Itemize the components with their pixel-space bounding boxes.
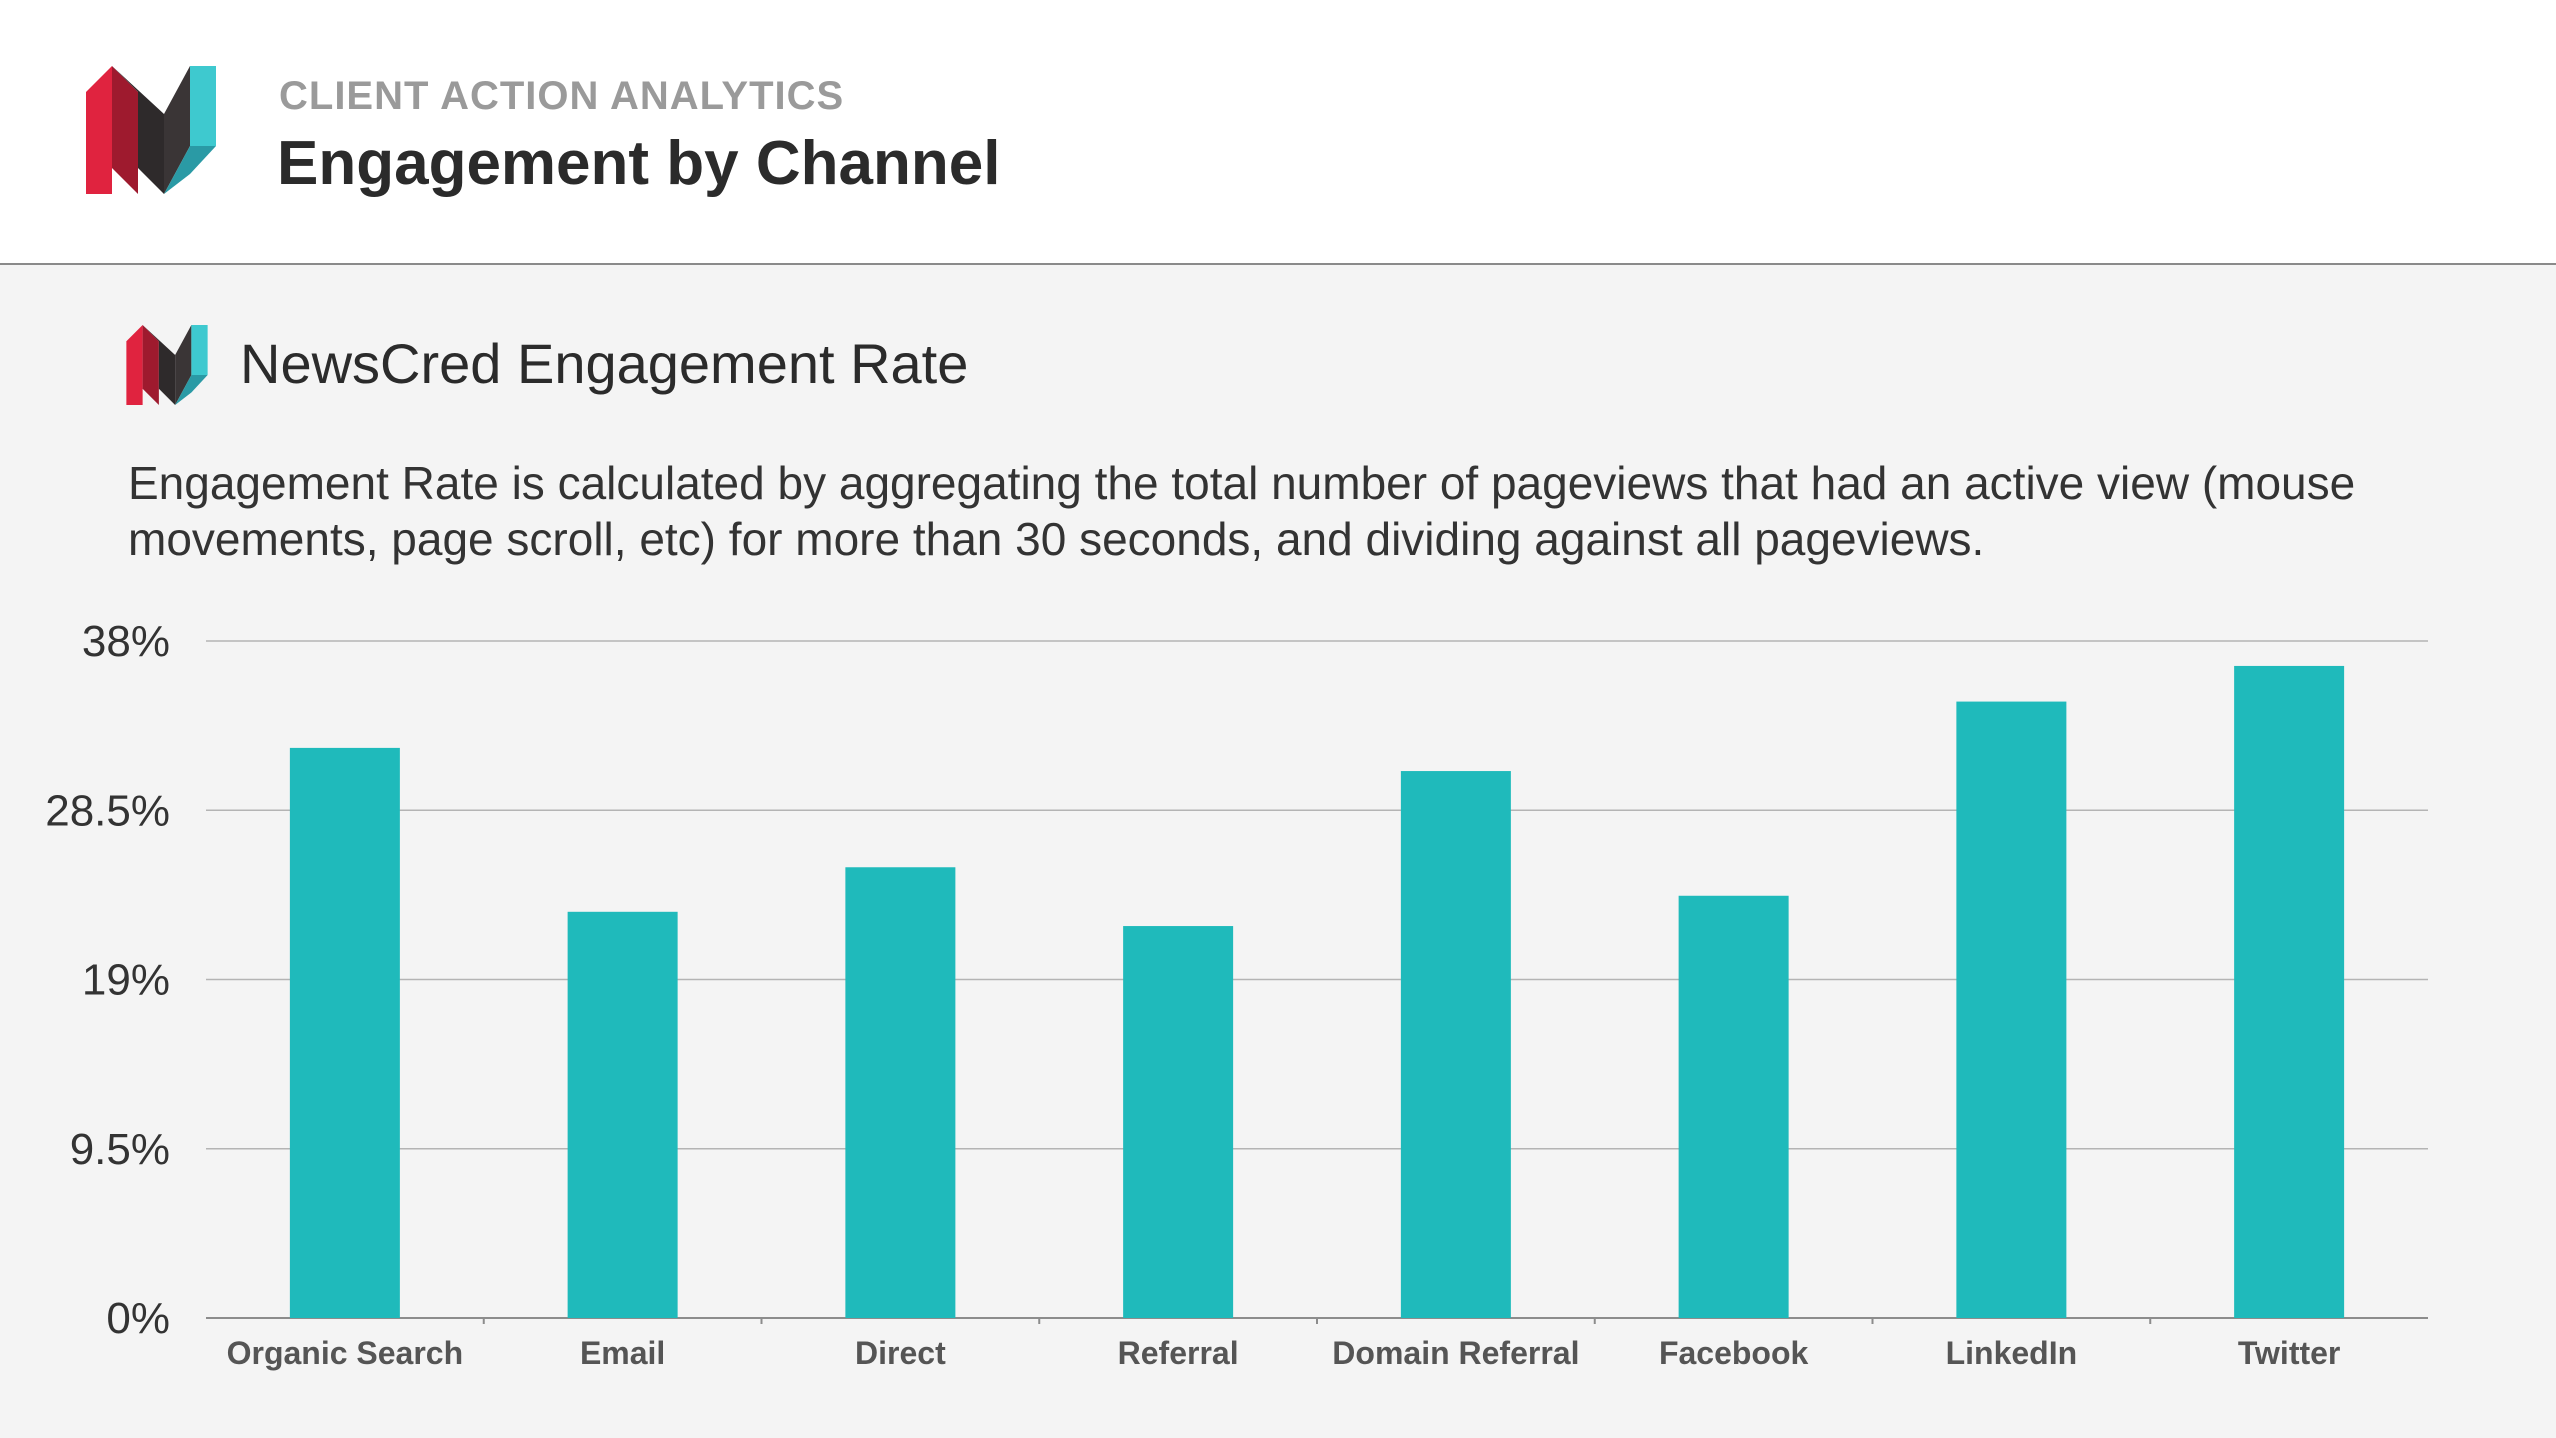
- x-tick-label: Domain Referral: [1332, 1335, 1579, 1371]
- y-tick-label: 38%: [82, 617, 170, 666]
- bar-domain-referral: [1400, 771, 1511, 1318]
- y-tick-label: 9.5%: [70, 1125, 170, 1174]
- chart-panel: NewsCred Engagement Rate Engagement Rate…: [0, 265, 2556, 1438]
- section-title: NewsCred Engagement Rate: [240, 332, 969, 395]
- bar-facebook: [1678, 895, 1789, 1318]
- bar-referral: [1123, 926, 1234, 1318]
- y-tick-label: 28.5%: [45, 786, 170, 835]
- page-header: CLIENT ACTION ANALYTICS Engagement by Ch…: [0, 0, 2556, 265]
- y-tick-label: 19%: [82, 956, 170, 1005]
- bar-email: [567, 911, 678, 1318]
- x-tick-label: Facebook: [1659, 1335, 1809, 1371]
- x-tick-label: Twitter: [2238, 1335, 2341, 1371]
- x-tick-label: Email: [580, 1335, 665, 1371]
- y-tick-label: 0%: [106, 1294, 170, 1343]
- header-kicker: CLIENT ACTION ANALYTICS: [279, 74, 845, 118]
- x-tick-label: Organic Search: [227, 1335, 464, 1371]
- x-tick-label: Direct: [855, 1335, 946, 1371]
- chart-description: Engagement Rate is calculated by aggrega…: [128, 457, 2356, 565]
- x-tick-label: Referral: [1118, 1335, 1239, 1371]
- page-title: Engagement by Channel: [277, 129, 1001, 198]
- bar-direct: [845, 867, 956, 1318]
- newscred-logo-icon: [86, 66, 216, 194]
- bar-organic-search: [289, 747, 400, 1318]
- x-tick-label: LinkedIn: [1946, 1335, 2078, 1371]
- bar-twitter: [2234, 665, 2345, 1318]
- engagement-bar-chart: 0% 9.5% 19% 28.5% 38% Organic Search Email Dire…: [45, 617, 2428, 1371]
- bar-linkedin: [1956, 701, 2067, 1318]
- newscred-logo-icon: [126, 325, 208, 405]
